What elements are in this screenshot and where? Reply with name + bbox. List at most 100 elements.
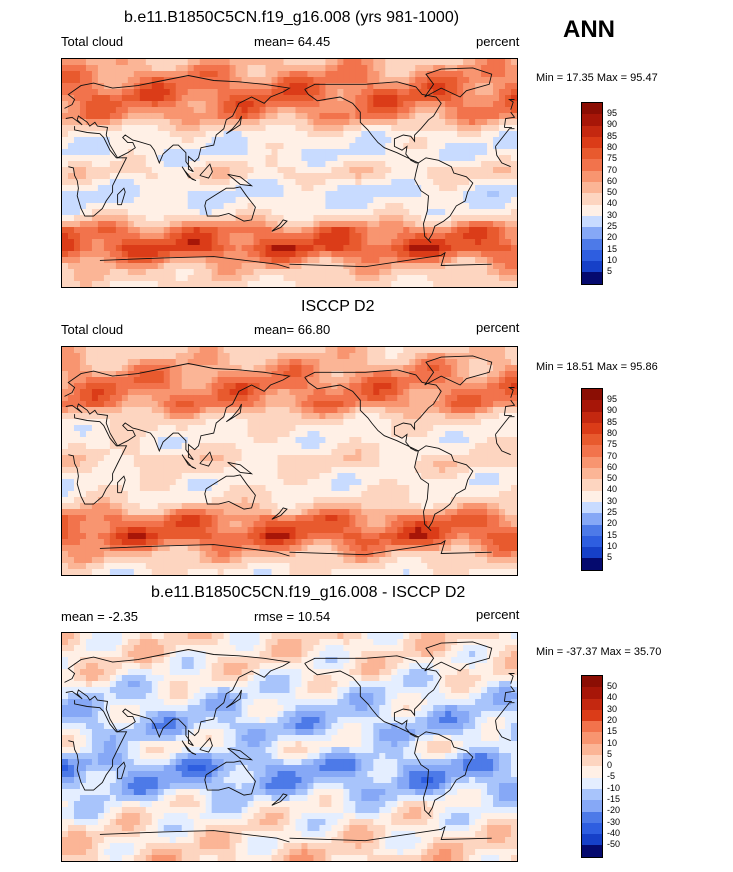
map-cell bbox=[499, 365, 506, 372]
map-cell bbox=[139, 227, 147, 234]
map-cell bbox=[331, 269, 338, 276]
map-cell bbox=[235, 275, 243, 282]
map-cell bbox=[265, 143, 273, 150]
map-cell bbox=[295, 467, 303, 474]
map-cell bbox=[163, 413, 171, 420]
map-cell bbox=[283, 239, 291, 246]
map-cell bbox=[355, 275, 362, 282]
map-cell bbox=[223, 491, 231, 498]
map-cell bbox=[379, 191, 386, 198]
map-cell bbox=[385, 227, 392, 234]
map-cell bbox=[109, 353, 117, 360]
map-cell bbox=[427, 455, 434, 462]
map-cell bbox=[229, 161, 237, 168]
map-cell bbox=[307, 161, 315, 168]
map-cell bbox=[247, 203, 255, 210]
map-cell bbox=[433, 191, 440, 198]
map-cell bbox=[385, 353, 392, 360]
map-cell bbox=[289, 95, 297, 102]
map-cell bbox=[445, 479, 452, 486]
map-cell bbox=[79, 437, 87, 444]
map-cell bbox=[109, 371, 117, 378]
map-cell bbox=[163, 131, 171, 138]
map-cell bbox=[409, 167, 416, 174]
map-cell bbox=[313, 395, 321, 402]
map-cell bbox=[499, 125, 506, 132]
map-cell bbox=[253, 155, 261, 162]
map-cell bbox=[169, 407, 177, 414]
map-cell bbox=[355, 485, 362, 492]
map-cell bbox=[313, 479, 321, 486]
map-cell bbox=[271, 479, 279, 486]
map-cell bbox=[187, 185, 195, 192]
map-cell bbox=[235, 233, 243, 240]
map-cell bbox=[127, 185, 135, 192]
map-cell bbox=[433, 431, 440, 438]
map-cell bbox=[469, 173, 476, 180]
map-cell bbox=[283, 371, 291, 378]
map-cell bbox=[355, 143, 362, 150]
map-cell bbox=[277, 389, 285, 396]
map-cell bbox=[499, 275, 506, 282]
map-cell bbox=[481, 365, 488, 372]
map-cell bbox=[277, 161, 285, 168]
map-cell bbox=[205, 461, 213, 468]
map-cell bbox=[67, 65, 75, 72]
map-cell bbox=[127, 71, 135, 78]
map-cell bbox=[79, 131, 87, 138]
map-cell bbox=[223, 503, 231, 510]
map-cell bbox=[439, 59, 446, 66]
map-cell bbox=[235, 359, 243, 366]
map-cell bbox=[379, 275, 386, 282]
map-cell bbox=[493, 473, 500, 480]
map-cell bbox=[373, 179, 380, 186]
map-cell bbox=[127, 173, 135, 180]
map-cell bbox=[319, 353, 327, 360]
map-cell bbox=[151, 425, 159, 432]
map-cell bbox=[241, 95, 249, 102]
map-cell bbox=[331, 443, 338, 450]
map-cell bbox=[127, 503, 135, 510]
map-cell bbox=[235, 455, 243, 462]
map-cell bbox=[151, 359, 159, 366]
map-cell bbox=[355, 209, 362, 216]
map-cell bbox=[283, 161, 291, 168]
map-cell bbox=[403, 239, 410, 246]
map-cell bbox=[79, 431, 87, 438]
map-cell bbox=[421, 413, 428, 420]
map-cell bbox=[253, 449, 261, 456]
map-cell bbox=[439, 407, 446, 414]
map-cell bbox=[253, 149, 261, 156]
map-cell bbox=[169, 431, 177, 438]
map-cell bbox=[109, 203, 117, 210]
map-cell bbox=[499, 113, 506, 120]
map-cell bbox=[169, 455, 177, 462]
map-cell bbox=[115, 101, 123, 108]
map-cell bbox=[469, 125, 476, 132]
map-cell bbox=[169, 227, 177, 234]
map-cell bbox=[355, 137, 362, 144]
map-cell bbox=[385, 239, 392, 246]
map-cell bbox=[205, 149, 213, 156]
map-cell bbox=[475, 161, 482, 168]
map-cell bbox=[307, 95, 315, 102]
map-cell bbox=[211, 191, 219, 198]
map-cell bbox=[91, 101, 99, 108]
map-cell bbox=[481, 371, 488, 378]
map-cell bbox=[361, 443, 368, 450]
map-cell bbox=[487, 401, 494, 408]
map-cell bbox=[289, 233, 297, 240]
map-cell bbox=[193, 473, 201, 480]
map-cell bbox=[283, 431, 291, 438]
map-cell bbox=[445, 233, 452, 240]
map-cell bbox=[151, 491, 159, 498]
map-cell bbox=[385, 149, 392, 156]
map-cell bbox=[127, 377, 135, 384]
map-cell bbox=[349, 437, 356, 444]
map-cell bbox=[205, 179, 213, 186]
map-cell bbox=[349, 479, 356, 486]
map-cell bbox=[103, 407, 111, 414]
map-cell bbox=[67, 281, 75, 287]
map-cell bbox=[277, 401, 285, 408]
legend-tick-label: 60 bbox=[607, 175, 618, 186]
